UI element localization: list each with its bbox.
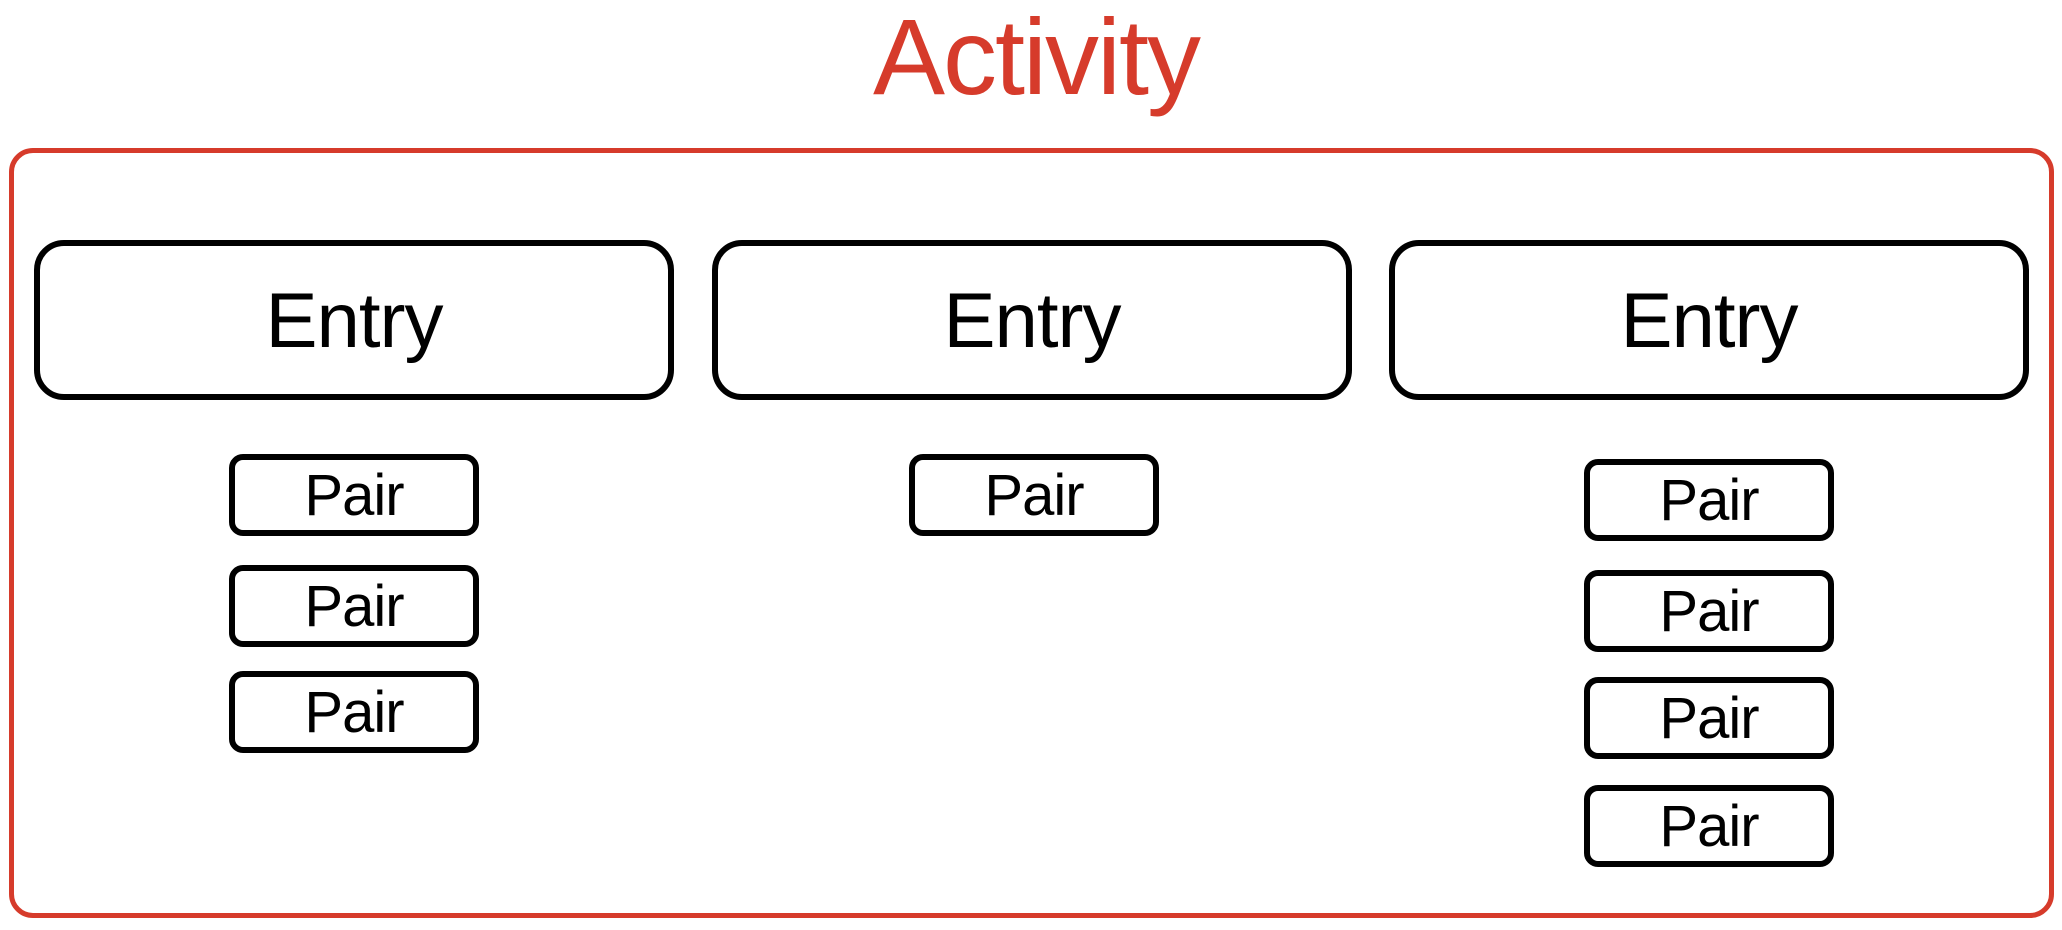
pair-box: Pair bbox=[229, 671, 479, 753]
pair-box: Pair bbox=[1584, 785, 1834, 867]
pair-box: Pair bbox=[1584, 570, 1834, 652]
pair-box: Pair bbox=[229, 454, 479, 536]
entry-box: Entry bbox=[1389, 240, 2029, 400]
pair-box: Pair bbox=[229, 565, 479, 647]
entry-box: Entry bbox=[712, 240, 1352, 400]
activity-container bbox=[9, 148, 2054, 918]
pair-box: Pair bbox=[1584, 459, 1834, 541]
activity-title: Activity bbox=[872, 0, 1201, 117]
pair-box: Pair bbox=[909, 454, 1159, 536]
pair-box: Pair bbox=[1584, 677, 1834, 759]
entry-box: Entry bbox=[34, 240, 674, 400]
